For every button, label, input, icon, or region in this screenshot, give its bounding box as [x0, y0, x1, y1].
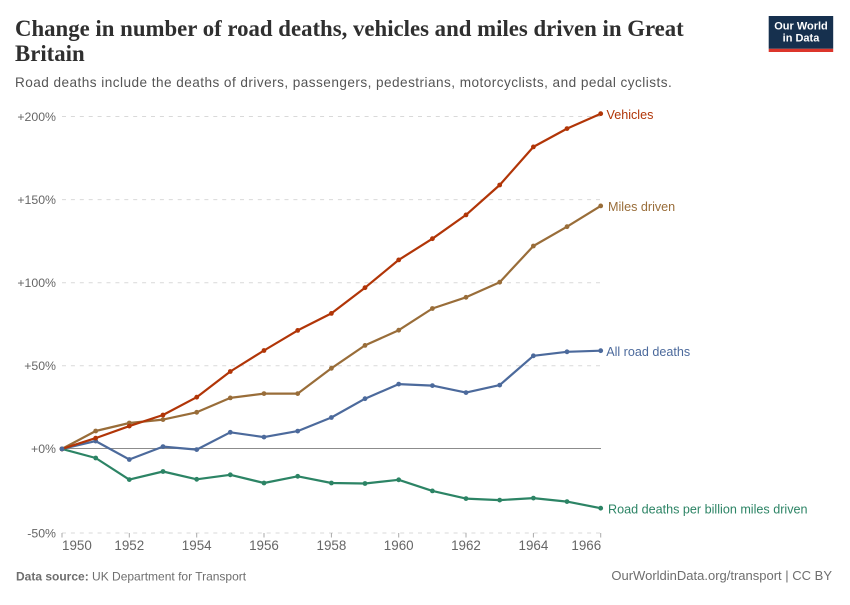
- svg-text:Data source: UK Department for: Data source: UK Department for Transport: [16, 570, 247, 584]
- svg-text:Miles driven: Miles driven: [608, 200, 675, 214]
- svg-text:1956: 1956: [249, 538, 279, 553]
- svg-text:Our World: Our World: [774, 21, 828, 33]
- svg-text:1958: 1958: [317, 538, 347, 553]
- svg-text:Change in number of road death: Change in number of road deaths, vehicle…: [15, 16, 684, 41]
- svg-text:Vehicles: Vehicles: [607, 108, 654, 122]
- svg-text:+200%: +200%: [17, 110, 56, 124]
- svg-text:-50%: -50%: [27, 526, 56, 540]
- svg-text:Britain: Britain: [15, 41, 85, 66]
- svg-text:1954: 1954: [182, 538, 212, 553]
- svg-text:1966: 1966: [571, 538, 601, 553]
- svg-text:1950: 1950: [62, 538, 92, 553]
- svg-text:OurWorldinData.org/transport |: OurWorldinData.org/transport | CC BY: [611, 568, 832, 583]
- svg-text:All road deaths: All road deaths: [606, 345, 690, 359]
- svg-text:1962: 1962: [451, 538, 481, 553]
- svg-text:+100%: +100%: [17, 276, 56, 290]
- svg-text:+0%: +0%: [31, 442, 56, 456]
- svg-text:1960: 1960: [384, 538, 414, 553]
- svg-text:+50%: +50%: [24, 359, 56, 373]
- svg-text:+150%: +150%: [17, 193, 56, 207]
- svg-text:Road deaths include the deaths: Road deaths include the deaths of driver…: [15, 75, 672, 90]
- svg-text:in Data: in Data: [783, 32, 821, 44]
- svg-text:1964: 1964: [519, 538, 549, 553]
- svg-text:Road deaths per billion miles: Road deaths per billion miles driven: [608, 503, 808, 517]
- svg-text:1952: 1952: [114, 538, 144, 553]
